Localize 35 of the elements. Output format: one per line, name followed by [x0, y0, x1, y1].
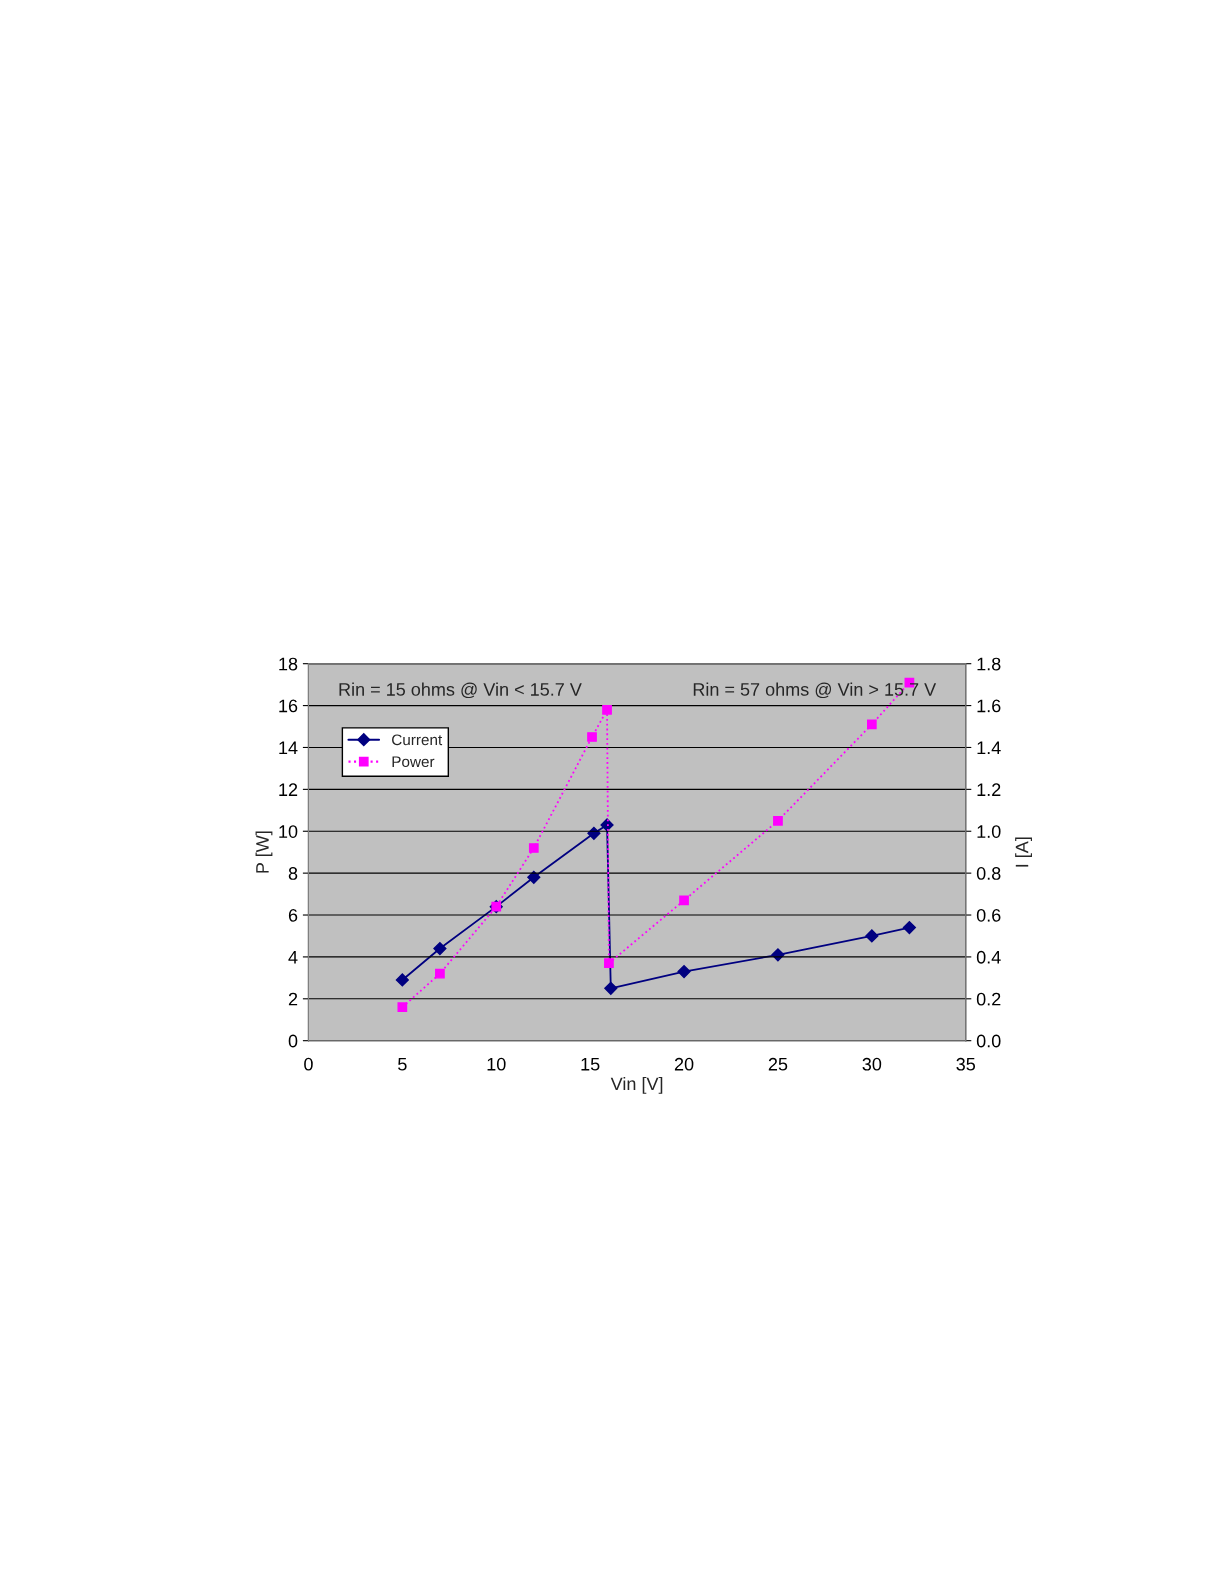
x-tick-label: 35 — [956, 1057, 976, 1071]
y-tick-label: 8 — [288, 867, 298, 880]
y-tick-label: 2 — [288, 992, 298, 1006]
legend-label: Current — [392, 734, 443, 746]
x-tick-label: 15 — [581, 1058, 600, 1071]
annotation: Rin = 57 ohms @ Vin > 15.7 V — [693, 682, 937, 699]
x-tick-label: 5 — [398, 1058, 407, 1071]
legend-label: Power — [392, 756, 435, 768]
y-tick-label: 10 — [279, 825, 298, 838]
y-tick-label: 0 — [288, 1034, 298, 1048]
x-axis-title: Vin [V] — [610, 1076, 663, 1094]
y2-tick-label: 0.8 — [976, 867, 1001, 880]
y2-tick-label: 0.6 — [976, 908, 1001, 922]
y-tick-label: 14 — [279, 741, 298, 755]
x-tick-label: 20 — [674, 1057, 694, 1071]
y-tick-label: 18 — [279, 657, 298, 671]
y2-tick-label: 1.4 — [977, 741, 1001, 755]
x-tick-label: 10 — [487, 1057, 506, 1071]
y2-tick-label: 1.8 — [977, 657, 1001, 671]
y2-tick-label: 1.0 — [977, 825, 1001, 838]
y-axis-title: P [W] — [255, 831, 273, 873]
y-tick-label: 6 — [288, 908, 298, 922]
y2-tick-label: 0.0 — [976, 1034, 1001, 1048]
y-tick-label: 12 — [279, 783, 298, 796]
y2-axis-title: I [A] — [1015, 837, 1032, 867]
y2-tick-label: 0.2 — [976, 992, 1001, 1006]
y2-tick-label: 1.2 — [977, 783, 1001, 796]
x-tick-label: 30 — [862, 1057, 882, 1071]
x-tick-label: 25 — [768, 1057, 788, 1071]
y-tick-label: 16 — [279, 699, 298, 713]
annotation: Rin = 15 ohms @ Vin < 15.7 V — [339, 682, 582, 699]
y2-tick-label: 1.6 — [977, 699, 1001, 713]
y2-tick-label: 0.4 — [976, 950, 1001, 964]
x-tick-label: 0 — [304, 1057, 313, 1071]
y-tick-label: 4 — [288, 951, 298, 964]
